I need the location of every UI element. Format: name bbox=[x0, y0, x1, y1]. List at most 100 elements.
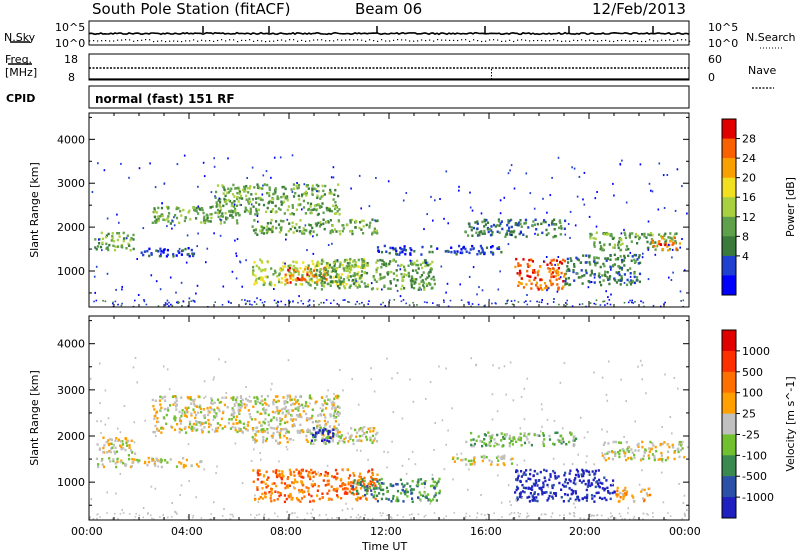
velocity-scatter-cell bbox=[356, 449, 358, 452]
power-scatter-cell bbox=[647, 248, 650, 251]
velocity-echo-cell bbox=[301, 403, 304, 407]
power-echo-cell bbox=[664, 243, 667, 247]
velocity-echo-cell bbox=[121, 443, 124, 446]
power-echo-cell bbox=[383, 263, 386, 267]
velocity-echo-cell bbox=[186, 410, 189, 414]
velocity-echo-cell bbox=[308, 470, 311, 474]
velocity-echo-cell bbox=[252, 428, 255, 432]
velocity-echo-cell bbox=[634, 449, 637, 452]
power-echo-cell bbox=[539, 286, 542, 290]
noise-search-dot bbox=[437, 39, 439, 41]
velocity-scatter-cell bbox=[414, 463, 417, 466]
power-echo-cell bbox=[620, 238, 623, 242]
noise-search-dot bbox=[129, 39, 131, 41]
power-echo-cell bbox=[402, 275, 405, 279]
power-ground-cell bbox=[477, 303, 480, 306]
velocity-echo-cell bbox=[264, 411, 267, 415]
power-echo-cell bbox=[200, 207, 204, 210]
velocity-echo-cell bbox=[239, 420, 242, 424]
power-echo-cell bbox=[262, 203, 266, 207]
power-scatter-cell bbox=[161, 202, 163, 205]
power-echo-cell bbox=[610, 233, 613, 236]
velocity-scatter-cell bbox=[275, 417, 278, 419]
noise-search-dot bbox=[133, 40, 135, 42]
power-echo-cell bbox=[184, 247, 187, 251]
power-scatter-cell bbox=[576, 195, 579, 198]
velocity-echo-cell bbox=[529, 477, 532, 481]
velocity-scatter-cell bbox=[270, 388, 272, 391]
power-echo-cell bbox=[375, 270, 378, 274]
velocity-echo-cell bbox=[545, 491, 548, 494]
velocity-ground-cell bbox=[256, 514, 258, 517]
velocity-echo-cell bbox=[361, 484, 364, 488]
power-scatter-cell bbox=[605, 290, 607, 293]
power-echo-cell bbox=[470, 226, 473, 229]
power-echo-cell bbox=[605, 259, 608, 262]
velocity-echo-cell bbox=[358, 478, 361, 482]
velocity-echo-cell bbox=[525, 469, 528, 472]
velocity-echo-cell bbox=[641, 445, 644, 449]
power-ground-cell bbox=[405, 302, 407, 305]
power-echo-cell bbox=[455, 253, 458, 256]
velocity-scatter-cell bbox=[492, 364, 494, 367]
power-echo-cell bbox=[235, 219, 239, 222]
velocity-echo-cell bbox=[270, 499, 273, 503]
power-echo-cell bbox=[94, 246, 97, 249]
noise-search-dot bbox=[413, 40, 415, 42]
power-echo-cell bbox=[315, 233, 319, 237]
velocity-echo-cell bbox=[289, 418, 292, 421]
power-echo-cell bbox=[483, 252, 486, 256]
velocity-ground-cell bbox=[359, 516, 362, 518]
noise-search-dot bbox=[681, 39, 683, 41]
velocity-echo-cell bbox=[534, 499, 537, 502]
noise-search-dot bbox=[549, 40, 551, 42]
velocity-scatter-cell bbox=[575, 482, 578, 485]
power-echo-cell bbox=[238, 192, 241, 195]
velocity-ground-cell bbox=[385, 518, 388, 521]
velocity-echo-cell bbox=[115, 437, 118, 440]
velocity-echo-cell bbox=[473, 456, 476, 459]
power-scatter-cell bbox=[647, 278, 650, 281]
power-echo-cell bbox=[601, 248, 604, 252]
velocity-scatter-cell bbox=[431, 473, 434, 476]
velocity-echo-cell bbox=[645, 492, 648, 495]
power-echo-cell bbox=[350, 229, 353, 233]
power-echo-cell bbox=[524, 221, 527, 225]
power-echo-cell bbox=[402, 279, 405, 282]
power-echo-cell bbox=[557, 286, 560, 289]
power-scatter-cell bbox=[648, 182, 651, 185]
velocity-echo-cell bbox=[569, 433, 573, 436]
power-ground-cell bbox=[177, 300, 179, 303]
velocity-echo-cell bbox=[193, 411, 196, 414]
velocity-echo-cell bbox=[134, 452, 137, 455]
velocity-echo-cell bbox=[230, 396, 233, 400]
velocity-colorbar-tick-label: -100 bbox=[742, 449, 767, 462]
freq-label-2: [MHz] bbox=[5, 66, 38, 79]
power-echo-cell bbox=[516, 272, 519, 275]
power-echo-cell bbox=[323, 273, 326, 276]
velocity-echo-cell bbox=[326, 472, 329, 475]
power-echo-cell bbox=[322, 189, 325, 193]
velocity-echo-cell bbox=[313, 483, 316, 487]
velocity-echo-cell bbox=[523, 490, 526, 494]
velocity-echo-cell bbox=[253, 498, 257, 501]
power-scatter-cell bbox=[541, 299, 543, 301]
power-echo-cell bbox=[221, 212, 224, 215]
velocity-echo-cell bbox=[218, 401, 221, 404]
velocity-echo-cell bbox=[603, 496, 606, 500]
noise-search-dot bbox=[541, 39, 543, 42]
power-echo-cell bbox=[211, 205, 214, 208]
velocity-ground-cell bbox=[589, 513, 591, 516]
power-echo-cell bbox=[288, 270, 291, 273]
power-echo-cell bbox=[177, 207, 181, 210]
velocity-echo-cell bbox=[281, 472, 284, 476]
power-scatter-cell bbox=[95, 265, 98, 268]
power-echo-cell bbox=[164, 218, 167, 222]
power-echo-cell bbox=[500, 220, 503, 223]
velocity-echo-cell bbox=[267, 476, 270, 479]
velocity-echo-cell bbox=[159, 458, 162, 461]
power-scatter-cell bbox=[118, 221, 120, 224]
power-echo-cell bbox=[280, 195, 283, 199]
velocity-echo-cell bbox=[578, 499, 581, 502]
power-ground-cell bbox=[511, 303, 514, 306]
